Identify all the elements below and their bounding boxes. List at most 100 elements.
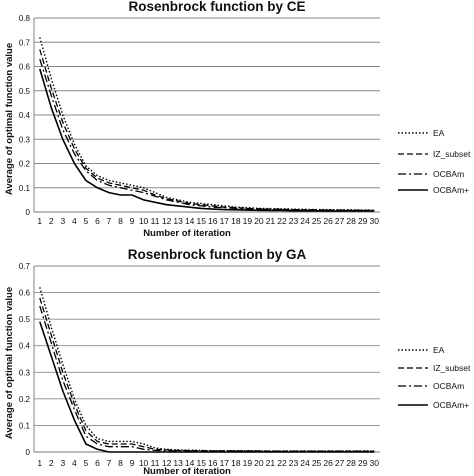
series-line-ea (39, 37, 375, 211)
y-tick-label: 0 (26, 208, 31, 217)
y-tick-label: 0 (26, 448, 31, 457)
legend-label: OCBAm+ (433, 185, 469, 195)
y-tick-label: 0.8 (19, 14, 31, 23)
x-tick-label: 4 (72, 216, 77, 226)
y-tick-label: 0.7 (19, 262, 31, 271)
x-tick-label: 4 (72, 458, 77, 468)
y-tick-label: 0.3 (19, 368, 31, 377)
x-tick-label: 21 (266, 216, 276, 226)
x-tick-label: 3 (60, 458, 65, 468)
x-tick-label: 28 (346, 458, 356, 468)
x-tick-label: 30 (369, 458, 379, 468)
x-tick-label: 24 (300, 458, 310, 468)
x-tick-label: 29 (358, 458, 368, 468)
legend-label: OCBAm (433, 169, 464, 179)
x-tick-label: 7 (107, 458, 112, 468)
x-tick-label: 24 (300, 216, 310, 226)
x-tick-label: 20 (254, 458, 264, 468)
x-tick-label: 8 (118, 216, 123, 226)
x-tick-label: 26 (323, 216, 333, 226)
legend-label: OCBAm (433, 381, 464, 391)
x-tick-label: 9 (130, 216, 135, 226)
x-tick-label: 15 (196, 216, 206, 226)
y-tick-label: 0.2 (19, 160, 31, 169)
x-tick-label: 28 (346, 216, 356, 226)
x-tick-label: 26 (323, 458, 333, 468)
x-tick-label: 5 (84, 216, 89, 226)
x-tick-label: 21 (266, 458, 276, 468)
y-tick-label: 0.6 (19, 289, 31, 298)
x-tick-label: 11 (151, 458, 160, 468)
x-tick-label: 27 (335, 458, 345, 468)
x-tick-label: 25 (312, 458, 322, 468)
y-tick-label: 0.4 (19, 111, 31, 120)
legend-label: IZ_subset (433, 363, 471, 373)
x-tick-label: 30 (369, 216, 379, 226)
y-tick-label: 0.3 (19, 135, 31, 144)
y-tick-label: 0.1 (19, 184, 31, 193)
y-tick-label: 0.6 (19, 63, 31, 72)
series-line-iz-subset (39, 297, 375, 452)
x-tick-label: 10 (139, 216, 149, 226)
x-tick-label: 22 (277, 216, 287, 226)
x-tick-label: 11 (151, 216, 160, 226)
series-line-ocbam- (39, 321, 375, 453)
x-tick-label: 6 (95, 458, 100, 468)
x-tick-label: 14 (185, 458, 195, 468)
chart-title: Rosenbrock function by GA (128, 247, 307, 262)
x-tick-label: 12 (162, 216, 172, 226)
x-axis-label: Number of iteration (143, 228, 231, 239)
x-tick-label: 18 (231, 458, 241, 468)
x-tick-label: 13 (173, 458, 183, 468)
x-tick-label: 1 (37, 216, 42, 226)
series-line-iz-subset (39, 49, 375, 211)
y-tick-label: 0.7 (19, 38, 31, 47)
y-tick-label: 0.2 (19, 395, 31, 404)
x-tick-label: 2 (49, 216, 54, 226)
x-tick-label: 8 (118, 458, 123, 468)
y-axis-label: Average of optimal function value (4, 287, 15, 439)
x-tick-label: 29 (358, 216, 368, 226)
x-axis-label: Number of iteration (143, 466, 231, 476)
x-tick-label: 1 (37, 458, 42, 468)
x-tick-label: 25 (312, 216, 322, 226)
chart-panel-1: Rosenbrock function by CE 0 0.1 0.2 0.3 0.4 0.… (4, 0, 471, 239)
x-tick-label: 13 (173, 216, 183, 226)
legend-label: OCBAm+ (433, 400, 469, 410)
y-tick-label: 0.5 (19, 87, 31, 96)
series-line-ocbam- (39, 68, 375, 212)
x-tick-label: 7 (107, 216, 112, 226)
x-tick-label: 10 (139, 458, 149, 468)
x-tick-label: 19 (243, 216, 253, 226)
x-tick-label: 18 (231, 216, 241, 226)
x-tick-label: 17 (220, 458, 230, 468)
series-line-ea (39, 287, 375, 452)
x-tick-label: 15 (196, 458, 206, 468)
x-tick-label: 12 (162, 458, 172, 468)
x-tick-label: 23 (289, 216, 299, 226)
x-tick-label: 3 (60, 216, 65, 226)
chart-title: Rosenbrock function by CE (128, 0, 305, 14)
x-tick-label: 17 (220, 216, 230, 226)
x-tick-label: 23 (289, 458, 299, 468)
x-tick-label: 14 (185, 216, 195, 226)
y-tick-label: 0.5 (19, 315, 31, 324)
x-tick-label: 16 (208, 458, 218, 468)
x-tick-label: 16 (208, 216, 218, 226)
x-tick-label: 20 (254, 216, 264, 226)
x-tick-label: 27 (335, 216, 345, 226)
x-tick-label: 9 (130, 458, 135, 468)
legend-label: EA (433, 345, 445, 355)
y-tick-label: 0.4 (19, 342, 31, 351)
x-tick-label: 22 (277, 458, 287, 468)
legend-label: EA (433, 128, 445, 138)
chart-panel-2: Rosenbrock function by GA 0 0.1 0.2 0.3 0.4 0.… (4, 247, 471, 476)
series-line-ocbam (39, 59, 375, 212)
x-tick-label: 19 (243, 458, 253, 468)
x-tick-label: 6 (95, 216, 100, 226)
y-axis-label: Average of optimal function value (4, 43, 15, 195)
x-tick-label: 2 (49, 458, 54, 468)
y-tick-label: 0.1 (19, 421, 31, 430)
legend-label: IZ_subset (433, 149, 471, 159)
